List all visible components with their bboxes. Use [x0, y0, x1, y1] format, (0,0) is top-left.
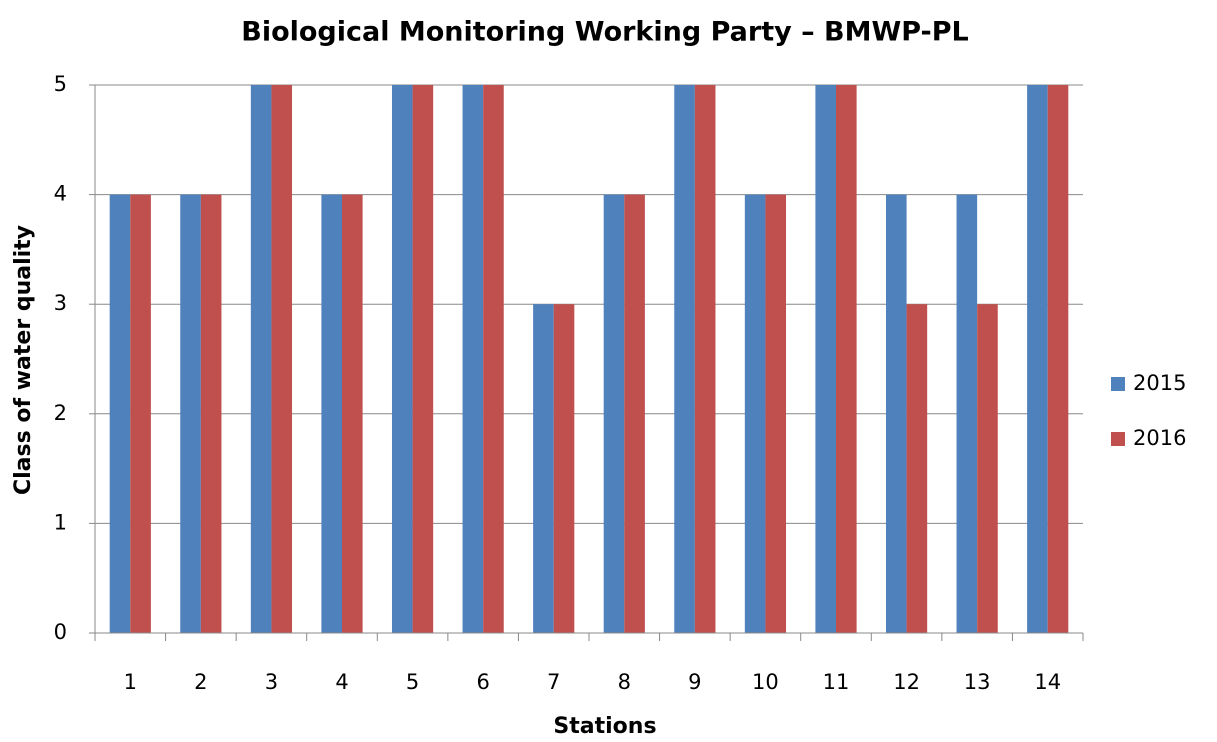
y-tick-label: 1	[54, 510, 67, 534]
bar	[250, 85, 272, 633]
x-tick-label: 11	[823, 670, 850, 694]
bar	[321, 194, 342, 633]
bar	[1027, 85, 1048, 633]
bar	[815, 85, 836, 633]
x-tick-label: 4	[335, 670, 348, 694]
bar	[624, 194, 645, 633]
bar	[977, 304, 998, 633]
x-tick-label: 2	[194, 670, 207, 694]
bar	[109, 194, 131, 633]
bar	[412, 85, 434, 633]
bar	[342, 194, 363, 633]
y-tick-label: 2	[54, 401, 67, 425]
x-tick-label: 3	[265, 670, 278, 694]
y-tick-label: 4	[54, 182, 67, 206]
bar	[271, 85, 293, 633]
y-tick-label: 0	[54, 620, 67, 644]
x-tick-label: 6	[476, 670, 489, 694]
bar	[553, 304, 575, 633]
bar	[391, 85, 413, 633]
x-tick-label: 12	[893, 670, 920, 694]
y-axis-title: Class of water quality	[11, 225, 36, 495]
y-tick-label: 3	[54, 291, 67, 315]
bar	[603, 194, 625, 633]
x-axis-title: Stations	[553, 714, 656, 739]
bar	[956, 194, 978, 633]
bar	[836, 85, 857, 633]
bar	[533, 304, 554, 633]
bar	[1047, 85, 1069, 633]
chart-title: Biological Monitoring Working Party – BM…	[241, 17, 969, 48]
x-tick-label: 1	[124, 670, 137, 694]
y-tick-label: 5	[54, 72, 67, 96]
x-tick-label: 14	[1034, 670, 1061, 694]
bar	[765, 194, 787, 633]
bar	[130, 194, 151, 633]
bar	[674, 85, 695, 633]
bar	[885, 194, 907, 633]
x-tick-label: 5	[406, 670, 419, 694]
x-tick-label: 13	[964, 670, 991, 694]
bar	[694, 85, 716, 633]
legend-swatch	[1111, 377, 1125, 391]
x-tick-label: 7	[547, 670, 560, 694]
bar	[483, 85, 504, 633]
x-tick-label: 8	[618, 670, 631, 694]
bar	[744, 194, 766, 633]
bar	[200, 194, 222, 633]
legend-label: 2016	[1133, 426, 1186, 450]
legend-swatch	[1111, 432, 1125, 446]
bar	[180, 194, 201, 633]
bar	[906, 304, 928, 633]
x-tick-label: 9	[688, 670, 701, 694]
x-tick-label: 10	[752, 670, 779, 694]
bar	[462, 85, 484, 633]
legend-label: 2015	[1133, 371, 1186, 395]
